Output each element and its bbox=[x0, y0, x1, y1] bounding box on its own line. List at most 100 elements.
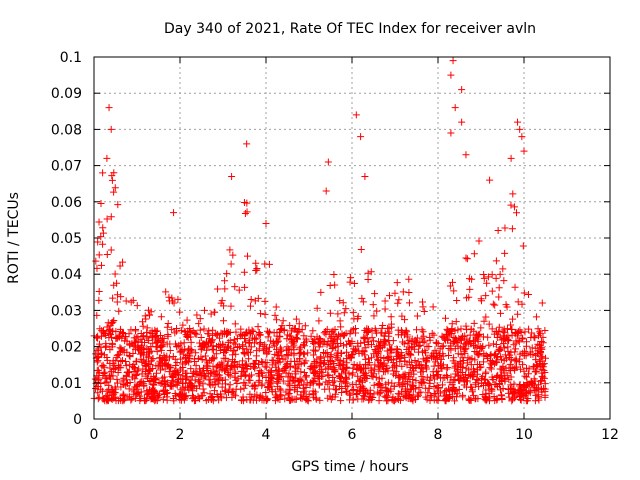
data-point bbox=[501, 224, 509, 232]
data-point bbox=[120, 391, 128, 399]
data-point bbox=[139, 377, 147, 385]
data-point bbox=[246, 390, 254, 398]
data-point bbox=[208, 345, 216, 353]
data-point bbox=[113, 279, 121, 287]
data-point bbox=[341, 373, 349, 381]
data-point bbox=[411, 357, 419, 365]
data-point bbox=[346, 391, 354, 399]
data-point bbox=[174, 295, 182, 303]
data-point bbox=[215, 396, 223, 404]
data-point bbox=[442, 314, 450, 322]
data-point bbox=[109, 318, 117, 326]
data-point bbox=[329, 327, 337, 335]
data-point bbox=[97, 261, 105, 269]
data-point bbox=[229, 251, 237, 259]
data-point bbox=[461, 332, 469, 340]
data-point bbox=[143, 387, 151, 395]
data-point bbox=[146, 311, 154, 319]
data-point bbox=[470, 392, 478, 400]
data-point bbox=[502, 301, 510, 309]
data-point bbox=[462, 254, 470, 262]
data-point bbox=[113, 298, 121, 306]
data-point bbox=[436, 360, 444, 368]
data-point bbox=[489, 376, 497, 384]
data-point bbox=[293, 328, 301, 336]
data-point bbox=[246, 376, 254, 384]
data-point bbox=[228, 172, 236, 180]
x-tick-label: 2 bbox=[176, 427, 185, 443]
data-point bbox=[522, 388, 530, 396]
data-point bbox=[286, 396, 294, 404]
data-point bbox=[321, 385, 329, 393]
data-point bbox=[103, 215, 111, 223]
data-point bbox=[521, 328, 529, 336]
data-point bbox=[105, 104, 113, 112]
data-point bbox=[126, 341, 134, 349]
data-point bbox=[136, 350, 144, 358]
data-point bbox=[496, 386, 504, 394]
data-point bbox=[455, 361, 463, 369]
data-point bbox=[354, 312, 362, 320]
data-point bbox=[92, 350, 100, 358]
data-point bbox=[487, 359, 495, 367]
data-point bbox=[447, 129, 455, 137]
data-point bbox=[517, 389, 525, 397]
data-point bbox=[324, 361, 332, 369]
data-point bbox=[95, 376, 103, 384]
data-point bbox=[271, 388, 279, 396]
data-point bbox=[122, 382, 130, 390]
data-point bbox=[249, 396, 257, 404]
data-point bbox=[208, 354, 216, 362]
data-point bbox=[337, 323, 345, 331]
data-point bbox=[295, 377, 303, 385]
data-point bbox=[367, 364, 375, 372]
data-point bbox=[96, 325, 104, 333]
data-point bbox=[99, 395, 107, 403]
data-point bbox=[364, 275, 372, 283]
data-point bbox=[94, 389, 102, 397]
data-point bbox=[495, 284, 503, 292]
data-point bbox=[418, 378, 426, 386]
data-point bbox=[310, 390, 318, 398]
data-point bbox=[374, 356, 382, 364]
data-point bbox=[387, 355, 395, 363]
data-point bbox=[535, 350, 543, 358]
data-point bbox=[127, 326, 135, 334]
data-point bbox=[337, 378, 345, 386]
data-point bbox=[243, 208, 251, 216]
data-point bbox=[212, 342, 220, 350]
data-point bbox=[276, 396, 284, 404]
data-point bbox=[398, 381, 406, 389]
data-point bbox=[131, 365, 139, 373]
data-point bbox=[477, 324, 485, 332]
data-point bbox=[529, 380, 537, 388]
data-point bbox=[385, 329, 393, 337]
data-point bbox=[197, 392, 205, 400]
data-point bbox=[490, 392, 498, 400]
data-point bbox=[137, 330, 145, 338]
data-point bbox=[170, 299, 178, 307]
data-point bbox=[467, 325, 475, 333]
data-point bbox=[525, 325, 533, 333]
data-point bbox=[505, 385, 513, 393]
data-point bbox=[313, 304, 321, 312]
data-point bbox=[279, 377, 287, 385]
data-point bbox=[522, 352, 530, 360]
data-point bbox=[388, 345, 396, 353]
data-point bbox=[513, 209, 521, 217]
data-point bbox=[500, 277, 508, 285]
y-tick-label: 0.08 bbox=[51, 122, 82, 138]
data-point bbox=[534, 325, 542, 333]
data-point bbox=[187, 338, 195, 346]
data-point bbox=[162, 288, 170, 296]
data-point bbox=[159, 396, 167, 404]
data-point bbox=[395, 296, 403, 304]
data-point bbox=[165, 368, 173, 376]
data-point bbox=[176, 390, 184, 398]
data-point bbox=[207, 381, 215, 389]
data-point bbox=[466, 331, 474, 339]
data-point bbox=[371, 290, 379, 298]
data-point bbox=[439, 352, 447, 360]
data-point bbox=[286, 332, 294, 340]
data-point bbox=[231, 320, 239, 328]
